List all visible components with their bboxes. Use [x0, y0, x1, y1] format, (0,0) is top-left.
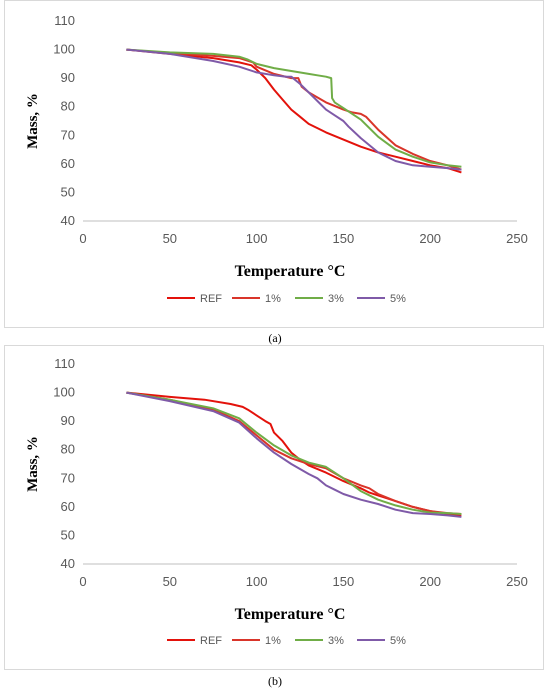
y-tick-label: 90 [61, 413, 75, 428]
y-tick-label: 80 [61, 99, 75, 114]
y-tick-label: 50 [61, 184, 75, 199]
y-tick-label: 110 [54, 13, 75, 28]
x-tick-label: 150 [333, 574, 355, 589]
x-axis-title: Temperature °C [235, 263, 346, 280]
series-line-2 [126, 391, 462, 515]
legend-label: 5% [390, 293, 406, 305]
x-tick-label: 50 [163, 231, 177, 246]
series-line-4 [126, 48, 462, 171]
legend-label: REF [200, 635, 222, 647]
caption-a: (a) [268, 331, 282, 345]
x-tick-label: 100 [246, 231, 268, 246]
legend-label: 5% [390, 635, 406, 647]
x-tick-label: 250 [506, 231, 528, 246]
chart-panel-a: 40 50 60 70 80 90 100 110 0 50 100 150 200 250 Mass, %… [4, 0, 544, 328]
legend-label: 1% [265, 293, 281, 305]
x-tick-label: 0 [79, 574, 86, 589]
y-axis-title: Mass, % [25, 93, 41, 149]
y-axis-title: Mass, % [25, 436, 41, 492]
y-tick-label: 100 [53, 42, 75, 57]
y-tick-label: 50 [61, 527, 75, 542]
series-line-1 [126, 391, 462, 517]
x-tick-label: 150 [333, 231, 355, 246]
series-line-3 [126, 391, 462, 515]
y-tick-label: 80 [61, 442, 75, 457]
x-tick-label: 100 [246, 574, 268, 589]
line-chart-b: 40 50 60 70 80 90 100 110 0 50 100 150 200 250 Mass, %… [25, 356, 528, 647]
y-tick-label: 40 [61, 213, 75, 228]
chart-panel-b: 40 50 60 70 80 90 100 110 0 50 100 150 200 250 Mass, %… [4, 345, 544, 670]
series-line-2 [126, 48, 462, 171]
legend-label: REF [200, 293, 222, 305]
legend-label: 3% [328, 635, 344, 647]
x-tick-label: 200 [419, 574, 441, 589]
caption-b: (b) [268, 674, 282, 688]
x-axis-title: Temperature °C [235, 606, 346, 623]
legend-label: 1% [265, 635, 281, 647]
y-tick-label: 90 [61, 70, 75, 85]
legend-label: 3% [328, 293, 344, 305]
y-tick-label: 40 [61, 556, 75, 571]
x-tick-label: 200 [419, 231, 441, 246]
y-tick-label: 60 [61, 156, 75, 171]
y-tick-label: 60 [61, 499, 75, 514]
x-tick-label: 0 [79, 231, 86, 246]
y-tick-label: 110 [54, 356, 75, 371]
line-chart-a: 40 50 60 70 80 90 100 110 0 50 100 150 200 250 Mass, %… [25, 13, 528, 305]
series-line-3 [126, 48, 462, 168]
y-tick-label: 70 [61, 127, 75, 142]
series-line-1 [126, 48, 462, 174]
y-tick-label: 100 [53, 385, 75, 400]
x-tick-label: 50 [163, 574, 177, 589]
x-tick-label: 250 [506, 574, 528, 589]
series-line-4 [126, 391, 462, 518]
y-tick-label: 70 [61, 470, 75, 485]
